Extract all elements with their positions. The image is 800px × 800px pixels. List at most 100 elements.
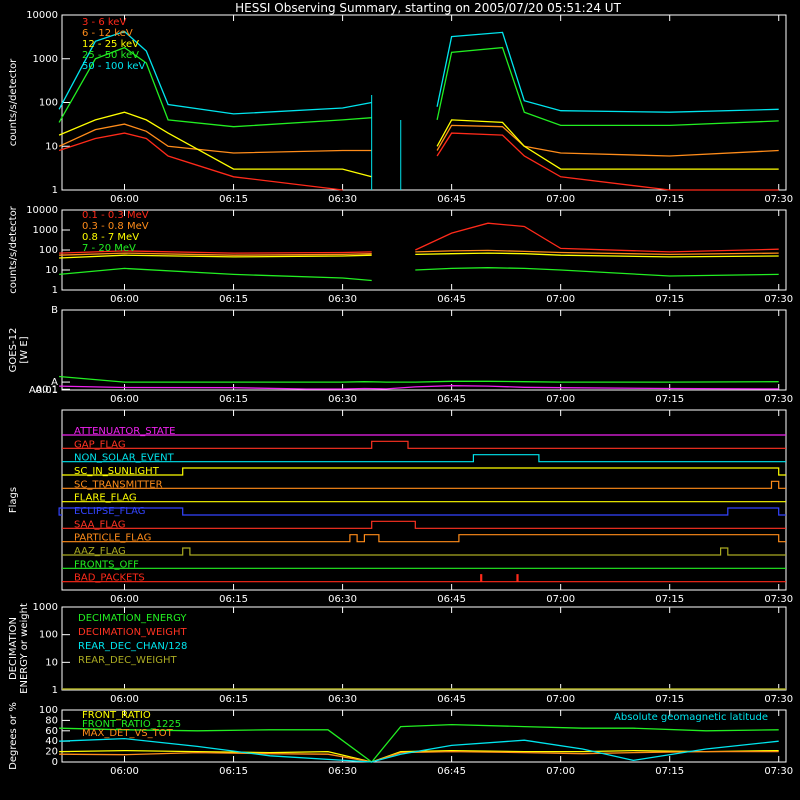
x-tick-label: 06:30 <box>328 194 357 205</box>
series-line <box>59 723 779 763</box>
y-tick-label: 1 <box>52 685 58 696</box>
x-tick-label: 07:00 <box>546 294 575 305</box>
legend-entry: 0.3 - 0.8 MeV <box>82 221 149 232</box>
x-tick-label: 06:45 <box>437 766 466 777</box>
y-axis-label: counts/s/detector <box>8 58 19 146</box>
x-tick-label: 07:30 <box>764 594 793 605</box>
y-tick-label: A <box>51 377 58 388</box>
series-line <box>59 249 779 256</box>
y-tick-label: 1 <box>52 285 58 296</box>
y-tick-label: 10 <box>45 657 58 668</box>
panel-frame <box>61 209 787 291</box>
legend-entry: 0.1 - 0.3 MeV <box>82 210 149 221</box>
panel-frame <box>61 709 787 763</box>
x-tick-label: 06:30 <box>328 294 357 305</box>
legend-entry: REAR_DEC_WEIGHT <box>78 655 177 666</box>
series-line <box>59 750 779 763</box>
flag-line <box>62 454 786 463</box>
x-tick-label: 06:00 <box>110 394 139 405</box>
series-line <box>59 252 779 259</box>
panel-high-energy-rates: 06:00 06:15 06:30 06:45 07:00 07:15 07:30 count… <box>8 205 793 305</box>
legend-entry: MAX_DET_VS_TOT <box>82 728 174 739</box>
x-tick-label: 07:15 <box>655 594 684 605</box>
flag-line <box>62 574 786 583</box>
x-tick-label: 07:00 <box>546 694 575 705</box>
x-tick-label: 06:15 <box>219 294 248 305</box>
x-tick-label: 06:15 <box>219 394 248 405</box>
series-line <box>58 132 779 191</box>
flag-line <box>62 467 786 476</box>
x-tick-label: 07:15 <box>655 394 684 405</box>
y-tick-label: 100 <box>39 705 58 716</box>
series-line <box>59 375 779 383</box>
x-tick-label: 07:30 <box>764 194 793 205</box>
x-tick-label: 06:15 <box>219 694 248 705</box>
flag-label: PARTICLE_FLAG <box>74 533 151 544</box>
figure-title: HESSI Observing Summary, starting on 200… <box>235 1 621 15</box>
x-tick-label: 07:00 <box>546 394 575 405</box>
flag-label: SC_TRANSMITTER <box>74 479 163 490</box>
panel-ratios: 06:00 06:15 06:30 06:45 07:00 07:15 07:30 Degre… <box>8 702 793 777</box>
x-tick-label: 07:30 <box>764 294 793 305</box>
y-axis-label-secondary: [W E] <box>19 336 30 363</box>
x-tick-label: 06:45 <box>437 594 466 605</box>
series-line <box>58 30 779 115</box>
series-line <box>59 222 779 254</box>
legend-entry: 25 - 50 keV <box>82 50 139 61</box>
x-tick-label: 06:45 <box>437 294 466 305</box>
y-tick-label: 10000 <box>26 10 58 21</box>
series-line <box>58 123 779 157</box>
x-tick-label: 06:00 <box>110 194 139 205</box>
y-tick-label: 10 <box>45 265 58 276</box>
flag-label: FLARE_FLAG <box>74 493 137 504</box>
panel-frame <box>61 409 787 591</box>
panel-frame <box>61 14 787 191</box>
series-line <box>58 111 779 178</box>
y-axis-label-secondary: ENERGY or weight <box>19 603 30 694</box>
y-tick-label: 100 <box>39 245 58 256</box>
x-tick-label: 06:45 <box>437 194 466 205</box>
x-tick-label: 06:15 <box>219 766 248 777</box>
x-tick-label: 07:30 <box>764 766 793 777</box>
series-line <box>59 385 779 390</box>
flag-label: SAA_FLAG <box>74 519 125 530</box>
flag-label: ATTENUATOR_STATE <box>74 426 175 437</box>
panel-frame <box>61 606 787 691</box>
x-tick-label: 07:00 <box>546 766 575 777</box>
x-tick-label: 06:15 <box>219 194 248 205</box>
panel-decimation: 06:00 06:15 06:30 06:45 07:00 07:15 07:30 DECIM… <box>8 602 793 705</box>
legend-entry: FRONT_RATIO <box>82 710 151 721</box>
x-tick-label: 07:00 <box>546 194 575 205</box>
y-tick-label: 1 <box>52 185 58 196</box>
flag-line <box>62 440 786 449</box>
x-tick-label: 06:00 <box>110 694 139 705</box>
flag-label: AAZ_FLAG <box>74 546 126 557</box>
x-tick-label: 07:15 <box>655 294 684 305</box>
y-axis-label: Flags <box>8 487 19 513</box>
legend-entry: DECIMATION_WEIGHT <box>78 627 187 638</box>
flag-line <box>62 547 786 556</box>
y-tick-label: 80 <box>45 715 58 726</box>
x-tick-label: 07:30 <box>764 694 793 705</box>
flag-line <box>62 534 786 543</box>
x-tick-label: 06:30 <box>328 394 357 405</box>
y-axis-label: DECIMATION <box>8 617 19 680</box>
y-tick-label: 100 <box>39 630 58 641</box>
flag-label: SC_IN_SUNLIGHT <box>74 466 160 477</box>
y-tick-label: 1000 <box>33 602 58 613</box>
flag-label: NON_SOLAR_EVENT <box>74 453 175 464</box>
y-tick-label: 40 <box>45 736 58 747</box>
y-axis-label: Degrees or % <box>8 702 19 770</box>
panel-frame <box>61 309 787 391</box>
flag-label: FRONTS_OFF <box>74 559 139 570</box>
flag-line <box>58 507 786 516</box>
panel-goes: 06:00 06:15 06:30 06:45 07:00 07:15 07:30 GOES-… <box>8 305 793 405</box>
x-tick-label: 07:15 <box>655 194 684 205</box>
legend-entry: FRONT_RATIO_1225 <box>82 719 181 730</box>
x-tick-label: 06:30 <box>328 694 357 705</box>
x-tick-label: 06:00 <box>110 594 139 605</box>
y-tick-label: 100 <box>39 98 58 109</box>
x-tick-label: 07:15 <box>655 694 684 705</box>
latitude-annotation: Absolute geomagnetic latitude <box>614 712 768 723</box>
